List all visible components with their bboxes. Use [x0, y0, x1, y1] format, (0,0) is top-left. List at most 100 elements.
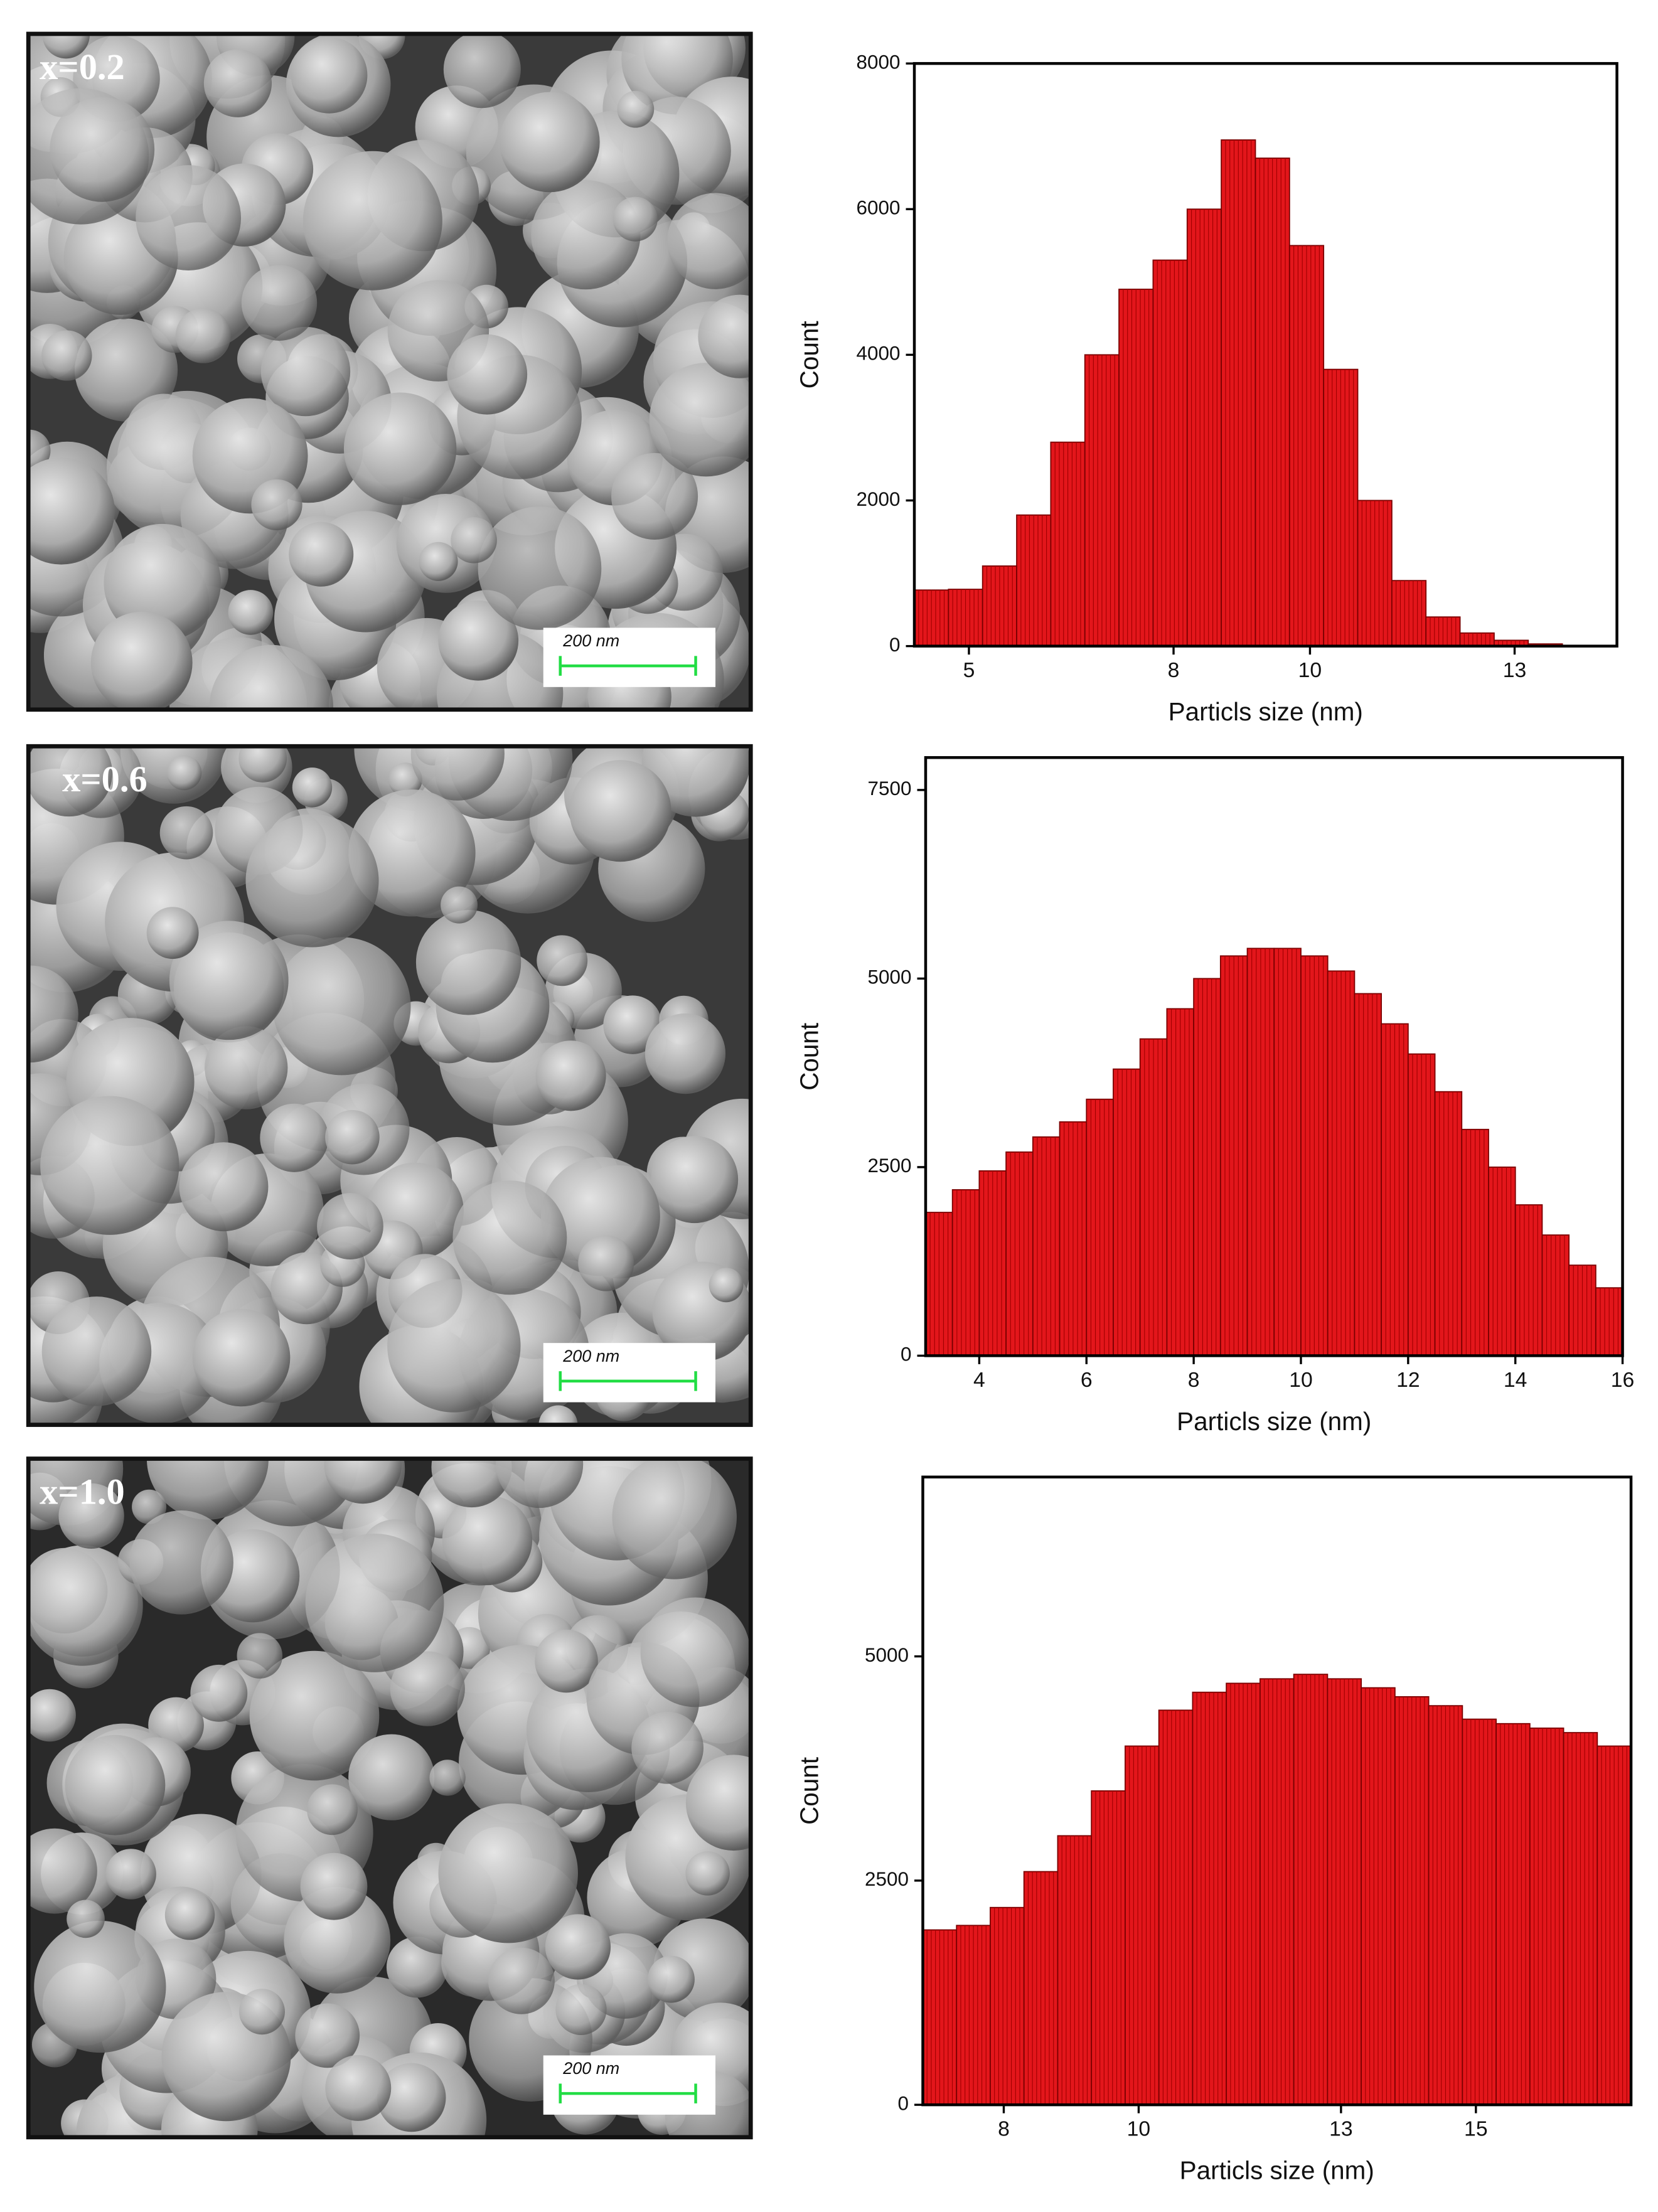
particle	[179, 1142, 269, 1232]
particle	[104, 523, 222, 641]
histogram-chart: 4 6 8 10 12 14 16 0 2500 5000 7500 Particls size (n…	[795, 756, 1634, 1436]
particle	[377, 2063, 446, 2132]
x-tick-label: 14	[1504, 1368, 1527, 1392]
particle	[260, 1103, 329, 1172]
x-tick-label: 10	[1298, 658, 1322, 682]
x-tick-label: 6	[1081, 1368, 1093, 1392]
x-tick-label: 8	[1168, 658, 1180, 682]
particle	[34, 1920, 166, 2053]
y-axis-label: Count	[795, 1757, 824, 1825]
y-tick-label: 0	[898, 2092, 909, 2114]
particle	[531, 180, 641, 290]
particle	[419, 542, 458, 581]
particle	[390, 1651, 465, 1726]
particle	[617, 90, 655, 128]
particle	[495, 1458, 584, 1509]
particle	[611, 452, 698, 540]
particle	[28, 1689, 76, 1742]
y-tick-label: 5000	[867, 966, 911, 988]
x-tick-label: 5	[963, 658, 975, 682]
y-tick-label: 7500	[867, 777, 911, 799]
y-tick-label: 2500	[865, 1868, 909, 1890]
particle	[535, 1629, 598, 1693]
x-tick-label: 8	[998, 2117, 1010, 2141]
particle	[325, 2054, 392, 2121]
x-tick-label: 15	[1464, 2117, 1488, 2141]
particle	[300, 1852, 368, 1920]
particle	[40, 1096, 179, 1235]
particle	[166, 755, 202, 791]
particle	[41, 330, 92, 381]
particle	[569, 760, 671, 862]
particle	[348, 789, 476, 917]
particle	[237, 1633, 283, 1679]
particle	[146, 907, 199, 959]
particle	[292, 767, 333, 808]
scale-bar-text: 200 nm	[562, 631, 619, 650]
x-axis-label: Particls size (nm)	[1169, 697, 1363, 726]
particle	[169, 921, 289, 1040]
particle	[317, 1193, 383, 1259]
particle	[667, 193, 751, 289]
particle	[67, 1899, 105, 1938]
particle	[612, 196, 658, 242]
particle	[324, 1458, 402, 1504]
particle	[136, 165, 242, 270]
particle	[429, 1760, 466, 1796]
particle	[65, 1734, 166, 1835]
y-tick-label: 6000	[857, 197, 901, 219]
particle	[644, 1013, 726, 1094]
y-axis-label: Count	[795, 1023, 824, 1091]
y-tick-label: 0	[889, 634, 901, 656]
scale-bar-box	[543, 628, 716, 687]
sem-image: x=1.0 200 nm	[26, 1456, 753, 2140]
particle	[291, 36, 368, 114]
sem-image: x=0.6 200 nm	[26, 744, 753, 1427]
particle	[685, 1755, 751, 1851]
particle	[438, 600, 519, 681]
x-tick-label: 13	[1329, 2117, 1353, 2141]
particle	[28, 1828, 97, 1914]
sample-label: x=0.6	[62, 759, 147, 799]
y-tick-label: 2500	[867, 1155, 911, 1177]
particle	[28, 965, 78, 1063]
particle	[295, 2003, 360, 2068]
particle	[535, 1040, 606, 1111]
plot-frame	[924, 756, 1624, 1357]
x-tick-label: 12	[1396, 1368, 1420, 1392]
sample-label: x=1.0	[40, 1471, 125, 1512]
particle	[249, 1650, 380, 1781]
particle	[438, 1803, 578, 1943]
particle	[709, 1268, 744, 1303]
particle	[603, 995, 662, 1054]
x-axis-label: Particls size (nm)	[1180, 2156, 1374, 2185]
particle	[578, 1235, 634, 1291]
y-tick-label: 4000	[857, 343, 901, 365]
particle	[500, 92, 600, 193]
particle	[105, 1849, 156, 1899]
particle	[545, 1914, 611, 1980]
particle	[388, 762, 422, 797]
plot-frame	[921, 1475, 1633, 2107]
particle	[238, 746, 287, 783]
particle	[42, 33, 90, 59]
x-tick-label: 10	[1127, 2117, 1151, 2141]
histogram-chart: 8 10 13 15 0 2500 5000 Particls size (nm) Count	[795, 1475, 1633, 2185]
particle	[415, 910, 521, 1015]
particle	[612, 1458, 737, 1579]
particle	[238, 1989, 285, 2035]
bars	[914, 139, 1597, 646]
scale-bar-text: 200 nm	[562, 1347, 619, 1365]
scale-bar-box	[543, 1343, 716, 1403]
particle	[307, 1784, 358, 1835]
particle	[343, 392, 457, 506]
particle	[651, 1136, 739, 1224]
particle	[175, 307, 231, 363]
particle	[555, 1984, 607, 2036]
particle	[410, 746, 505, 801]
particle	[50, 97, 155, 202]
particle	[305, 1534, 444, 1672]
particle	[241, 265, 318, 341]
x-tick-label: 10	[1289, 1368, 1313, 1392]
